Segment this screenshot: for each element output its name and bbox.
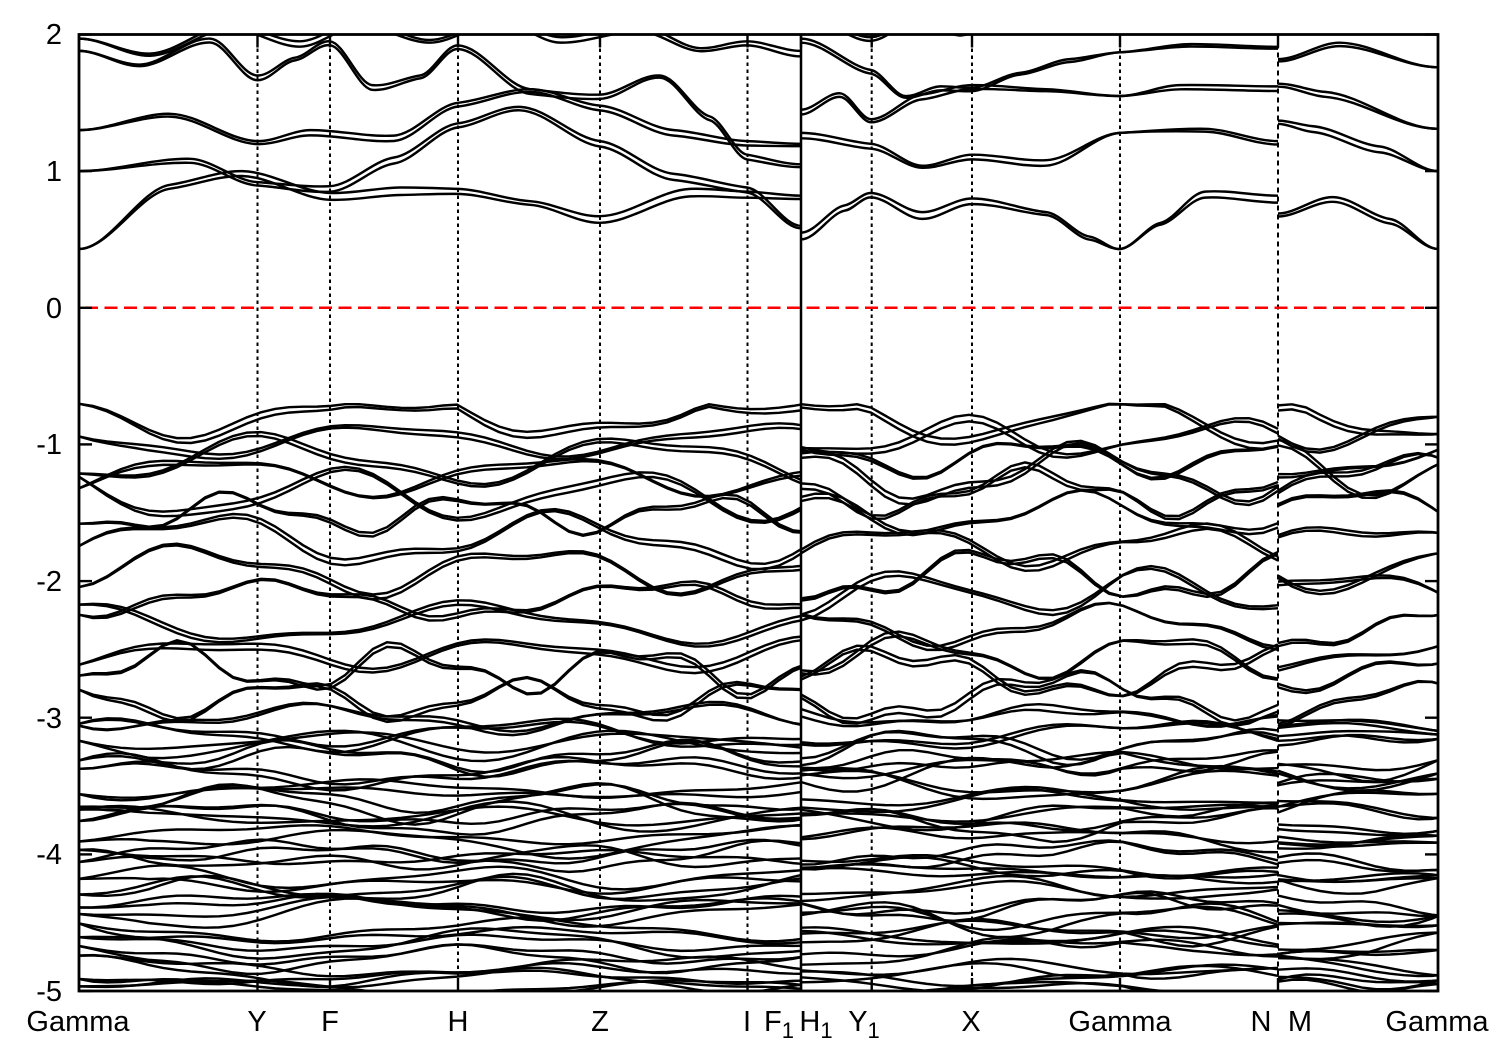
svg-text:1: 1 (46, 156, 62, 188)
svg-text:-4: -4 (36, 839, 62, 871)
svg-text:H: H (448, 1006, 469, 1038)
svg-text:M: M (1288, 1006, 1312, 1038)
svg-text:Y: Y (247, 1006, 266, 1038)
svg-text:Gamma: Gamma (26, 1006, 130, 1038)
svg-text:Gamma: Gamma (1385, 1006, 1489, 1038)
svg-text:N: N (1251, 1006, 1272, 1038)
svg-text:0: 0 (46, 293, 62, 325)
svg-text:I: I (743, 1006, 751, 1038)
svg-text:-1: -1 (36, 429, 62, 461)
svg-text:-3: -3 (36, 703, 62, 735)
svg-text:-2: -2 (36, 566, 62, 598)
svg-text:Z: Z (591, 1006, 609, 1038)
svg-text:F: F (321, 1006, 339, 1038)
svg-text:X: X (961, 1006, 980, 1038)
svg-text:Gamma: Gamma (1068, 1006, 1172, 1038)
svg-text:2: 2 (46, 19, 62, 51)
svg-text:-5: -5 (36, 976, 62, 1008)
